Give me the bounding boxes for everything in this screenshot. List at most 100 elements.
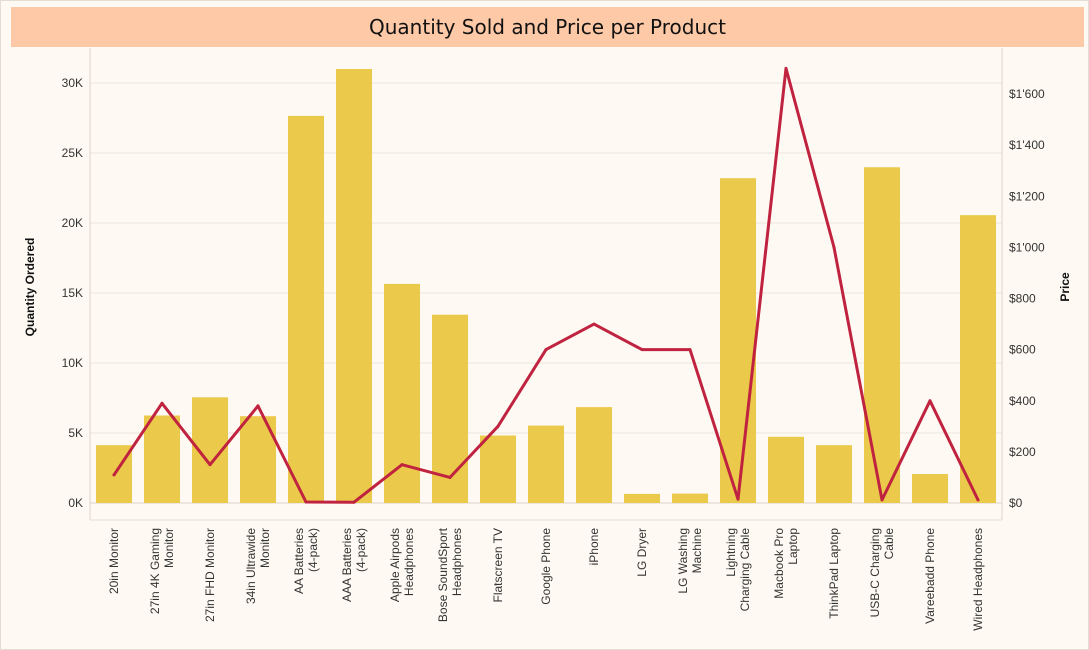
- price-point: [688, 348, 692, 352]
- y-tick-label: 0K: [68, 496, 83, 510]
- x-tick-label: Flatscreen TV: [491, 528, 505, 602]
- y-tick-label: 25K: [62, 146, 83, 160]
- price-point: [256, 404, 260, 408]
- price-point: [112, 473, 116, 477]
- bar: [384, 283, 420, 503]
- price-point: [736, 497, 740, 501]
- x-tick-label-line: (4-pack): [306, 528, 320, 572]
- x-tick-label: 34in UltrawideMonitor: [244, 528, 272, 604]
- y-axis-title: Quantity Ordered: [23, 238, 37, 337]
- x-tick-label: AAA Batteries(4-pack): [340, 528, 368, 602]
- bar: [912, 474, 948, 503]
- x-tick-label: Wired Headphones: [971, 528, 985, 631]
- x-tick-label-line: 34in Ultrawide: [244, 528, 258, 604]
- y2-tick-label: $1'400: [1009, 138, 1045, 152]
- bar: [576, 407, 612, 503]
- y2-tick-label: $800: [1009, 292, 1036, 306]
- price-point: [832, 245, 836, 249]
- price-point: [784, 66, 788, 70]
- x-tick-label-line: iPhone: [587, 528, 601, 566]
- x-tick-label: Google Phone: [539, 528, 553, 605]
- price-point: [544, 348, 548, 352]
- price-point: [448, 475, 452, 479]
- y2-tick-label: $400: [1009, 394, 1036, 408]
- x-tick-label-line: (4-pack): [354, 528, 368, 572]
- price-point: [640, 348, 644, 352]
- x-tick-label-line: Apple Airpods: [388, 528, 402, 602]
- x-tick-label: AA Batteries(4-pack): [292, 528, 320, 594]
- y-tick-label: 20K: [62, 216, 83, 230]
- x-tick-label: LightningCharging Cable: [724, 528, 752, 612]
- bar: [528, 425, 564, 503]
- price-point: [928, 399, 932, 403]
- grid-lines: [90, 82, 1002, 434]
- x-axis-categories: 20in Monitor 27in 4K GamingMonitor 27in FH…: [107, 527, 985, 630]
- bar: [816, 445, 852, 503]
- x-tick-label: USB-C ChargingCable: [868, 528, 896, 618]
- chart-title-bar: Quantity Sold and Price per Product: [11, 7, 1084, 47]
- x-tick-label-line: Flatscreen TV: [491, 528, 505, 602]
- x-tick-label: Apple AirpodsHeadphones: [388, 528, 416, 602]
- y2-tick-label: $0: [1009, 496, 1023, 510]
- bar-series: [96, 69, 996, 504]
- x-tick-label-line: Cable: [882, 528, 896, 560]
- x-tick-label: Bose SoundSportHeadphones: [436, 527, 464, 622]
- price-point: [880, 498, 884, 502]
- bar: [864, 167, 900, 503]
- x-tick-label-line: Google Phone: [539, 528, 553, 605]
- chart-title: Quantity Sold and Price per Product: [369, 15, 726, 39]
- x-tick-label-line: Vareebadd Phone: [923, 528, 937, 624]
- x-tick-label: ThinkPad Laptop: [827, 528, 841, 619]
- x-tick-label-line: Charging Cable: [738, 528, 752, 612]
- x-tick-label-line: Bose SoundSport: [436, 527, 450, 622]
- y2-tick-label: $200: [1009, 445, 1036, 459]
- price-point: [400, 463, 404, 467]
- x-tick-label: LG Dryer: [635, 528, 649, 577]
- x-tick-label: 20in Monitor: [107, 528, 121, 594]
- y2-axis-title: Price: [1058, 272, 1072, 302]
- price-point: [592, 322, 596, 326]
- y-axis-ticks: 0K 5K 10K 15K 20K 25K 30K: [62, 76, 83, 510]
- x-tick-label: 27in FHD Monitor: [203, 528, 217, 622]
- bar: [288, 115, 324, 504]
- bar: [768, 436, 804, 503]
- bar: [432, 314, 468, 503]
- bar: [336, 69, 372, 503]
- x-tick-label-line: Monitor: [258, 528, 272, 568]
- y2-axis-ticks: $0 $200 $400 $600 $800 $1'000 $1'200 $1'400 $1'6…: [1009, 87, 1045, 510]
- bar: [480, 435, 516, 503]
- bar: [720, 178, 756, 503]
- x-tick-label-line: Monitor: [162, 528, 176, 568]
- price-point: [976, 498, 980, 502]
- x-tick-label-line: Headphones: [450, 528, 464, 596]
- y2-tick-label: $600: [1009, 343, 1036, 357]
- x-tick-label: iPhone: [587, 528, 601, 566]
- x-tick-label: LG WashingMachine: [676, 528, 704, 594]
- x-tick-label: Vareebadd Phone: [923, 528, 937, 624]
- bar: [144, 415, 180, 503]
- bar: [960, 215, 996, 503]
- y-tick-label: 30K: [62, 76, 83, 90]
- x-tick-label-line: AA Batteries: [292, 528, 306, 594]
- x-tick-label-line: Headphones: [402, 528, 416, 596]
- y2-tick-label: $1'600: [1009, 87, 1045, 101]
- y2-tick-label: $1'000: [1009, 240, 1045, 254]
- x-tick-label-line: Laptop: [786, 528, 800, 565]
- x-tick-label-line: Macbook Pro: [772, 528, 786, 599]
- y2-tick-label: $1'200: [1009, 189, 1045, 203]
- x-tick-label: 27in 4K GamingMonitor: [148, 528, 176, 614]
- bar: [672, 493, 708, 503]
- x-tick-label-line: LG Washing: [676, 528, 690, 594]
- x-tick-label-line: 27in FHD Monitor: [203, 528, 217, 622]
- x-tick-label-line: Wired Headphones: [971, 528, 985, 631]
- price-point: [304, 500, 308, 504]
- y-tick-label: 10K: [62, 356, 83, 370]
- x-tick-label-line: LG Dryer: [635, 528, 649, 577]
- x-tick-label-line: 20in Monitor: [107, 528, 121, 594]
- price-point: [496, 424, 500, 428]
- price-point: [208, 463, 212, 467]
- x-tick-label-line: AAA Batteries: [340, 528, 354, 602]
- x-tick-label-line: USB-C Charging: [868, 528, 882, 617]
